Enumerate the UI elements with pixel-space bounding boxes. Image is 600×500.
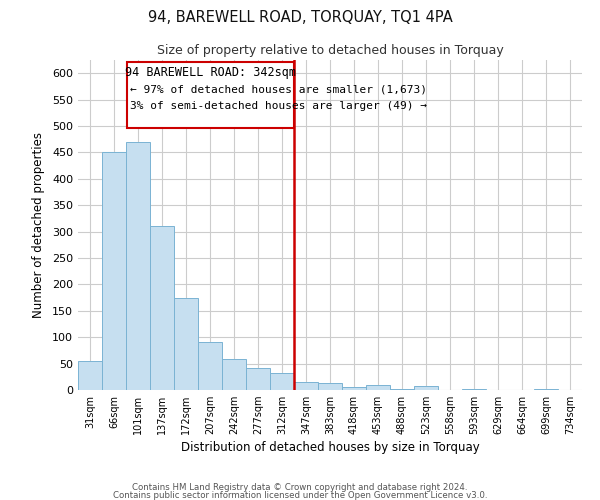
Bar — [246, 368, 270, 390]
Bar — [294, 382, 318, 390]
Y-axis label: Number of detached properties: Number of detached properties — [32, 132, 45, 318]
Bar — [174, 298, 198, 390]
Title: Size of property relative to detached houses in Torquay: Size of property relative to detached ho… — [157, 44, 503, 58]
Bar — [222, 360, 246, 390]
Bar — [78, 361, 102, 390]
Text: Contains HM Land Registry data © Crown copyright and database right 2024.: Contains HM Land Registry data © Crown c… — [132, 484, 468, 492]
Bar — [414, 386, 438, 390]
Text: 94, BAREWELL ROAD, TORQUAY, TQ1 4PA: 94, BAREWELL ROAD, TORQUAY, TQ1 4PA — [148, 10, 452, 25]
Bar — [126, 142, 150, 390]
Bar — [342, 388, 366, 390]
Bar — [270, 373, 294, 390]
Text: ← 97% of detached houses are smaller (1,673): ← 97% of detached houses are smaller (1,… — [130, 84, 427, 94]
Text: 3% of semi-detached houses are larger (49) →: 3% of semi-detached houses are larger (4… — [130, 101, 427, 111]
Text: 94 BAREWELL ROAD: 342sqm: 94 BAREWELL ROAD: 342sqm — [125, 66, 296, 78]
FancyBboxPatch shape — [127, 62, 293, 128]
Bar — [366, 384, 390, 390]
Bar — [198, 342, 222, 390]
Bar — [150, 226, 174, 390]
Bar — [102, 152, 126, 390]
X-axis label: Distribution of detached houses by size in Torquay: Distribution of detached houses by size … — [181, 442, 479, 454]
Text: Contains public sector information licensed under the Open Government Licence v3: Contains public sector information licen… — [113, 490, 487, 500]
Bar — [318, 383, 342, 390]
